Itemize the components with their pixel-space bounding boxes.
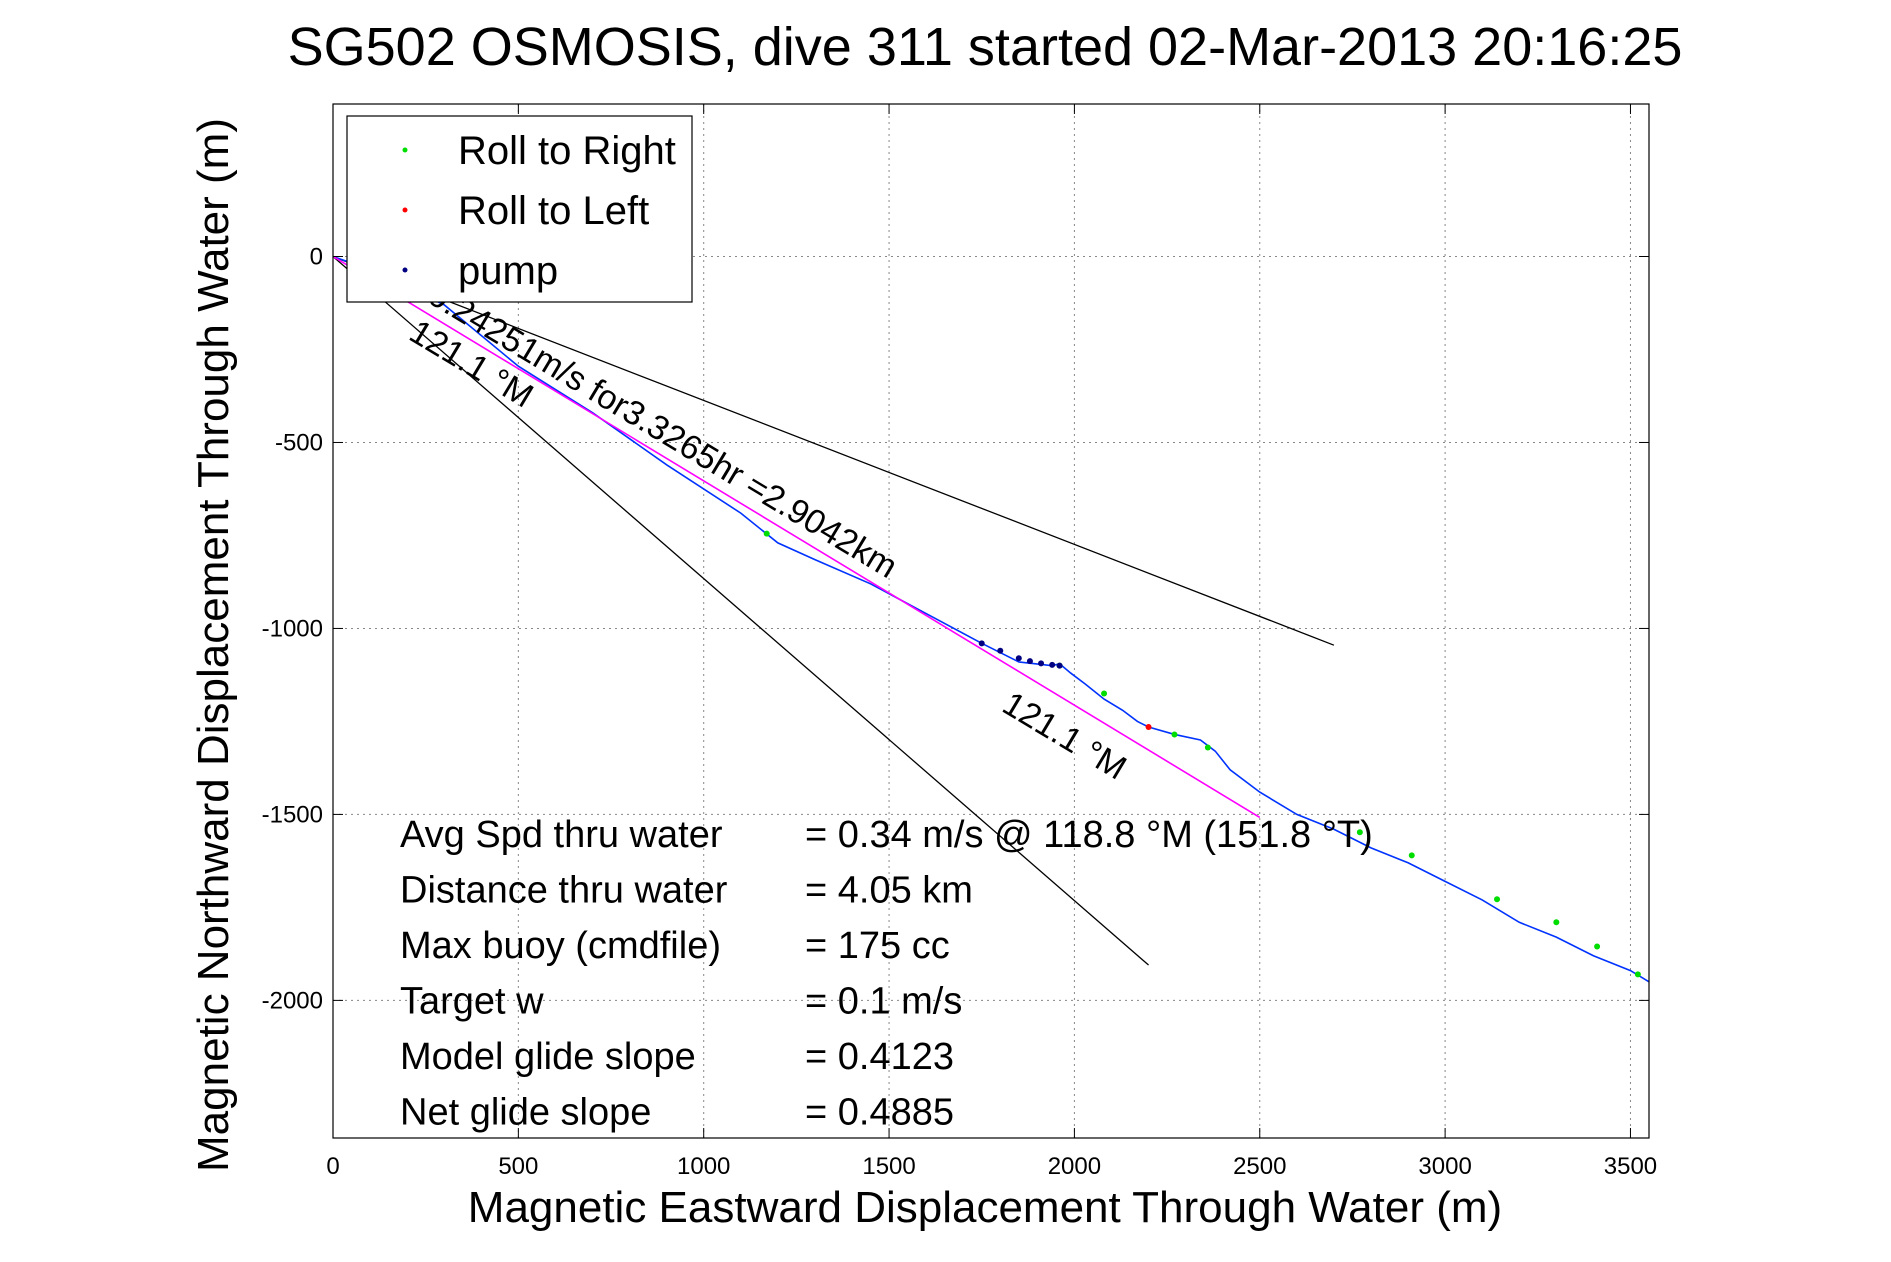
roll-left-point	[1145, 724, 1152, 731]
roll-right-point	[1494, 896, 1501, 903]
x-tick-label: 0	[326, 1153, 339, 1180]
stats-block: Avg Spd thru water = 0.34 m/s @ 118.8 °M …	[400, 814, 1373, 1134]
track-line	[332, 255, 1650, 983]
x-tick-label: 500	[498, 1153, 538, 1180]
y-tick-label: 0	[310, 243, 323, 270]
markers	[763, 530, 1641, 978]
heading-reference-line	[332, 255, 1335, 646]
roll-right-point	[1553, 919, 1560, 926]
stat-label: Avg Spd thru water	[400, 814, 723, 856]
roll-right-point	[1356, 829, 1363, 836]
legend-marker	[402, 207, 408, 213]
y-tick-label: -500	[275, 429, 323, 456]
series-lines	[332, 255, 1650, 983]
stat-label: Target w	[400, 981, 544, 1023]
pump-point	[1038, 660, 1045, 667]
stat-value: = 0.1 m/s	[805, 981, 962, 1023]
y-tick-label: -2000	[262, 987, 323, 1014]
grid	[333, 104, 1649, 1138]
legend-marker	[402, 267, 408, 273]
pump-point	[978, 640, 985, 647]
pump-point	[1026, 658, 1033, 665]
legend-label: pump	[458, 249, 558, 293]
roll-right-point	[763, 530, 770, 537]
stat-label: Net glide slope	[400, 1092, 651, 1134]
legend-label: Roll to Right	[458, 129, 676, 173]
pump-point	[1049, 661, 1056, 668]
heading-reference-line	[332, 256, 1149, 966]
pump-point	[997, 647, 1004, 654]
y-tick-label: -1000	[262, 615, 323, 642]
legend-label: Roll to Left	[458, 189, 649, 233]
stat-value: = 0.34 m/s @ 118.8 °M (151.8 °T)	[805, 814, 1373, 856]
roll-right-point	[1634, 971, 1641, 978]
stat-label: Model glide slope	[400, 1036, 696, 1078]
roll-right-point	[1101, 690, 1108, 697]
reference-lines	[332, 255, 1335, 966]
roll-right-point	[1204, 744, 1211, 751]
x-axis-label: Magnetic Eastward Displacement Through W…	[468, 1183, 1502, 1232]
stat-label: Max buoy (cmdfile)	[400, 925, 721, 967]
x-tick-label: 1500	[862, 1153, 915, 1180]
legend: Roll to Right Roll to Left pump	[346, 115, 693, 303]
legend-marker	[402, 147, 408, 153]
x-tick-label: 2500	[1233, 1153, 1286, 1180]
stat-value: = 0.4123	[805, 1036, 954, 1078]
stat-value: = 4.05 km	[805, 870, 973, 912]
stat-value: = 0.4885	[805, 1092, 954, 1134]
stat-label: Distance thru water	[400, 870, 728, 912]
y-axis-label: Magnetic Northward Displacement Through …	[189, 118, 238, 1172]
pump-point	[1015, 655, 1022, 662]
plot-frame	[332, 103, 1650, 1139]
stat-value: = 175 cc	[805, 925, 950, 967]
roll-right-point	[1171, 731, 1178, 738]
x-tick-label: 3500	[1604, 1153, 1657, 1180]
roll-right-point	[1408, 852, 1415, 859]
y-tick-label: -1500	[262, 801, 323, 828]
pump-point	[1056, 662, 1063, 669]
chart-title: SG502 OSMOSIS, dive 311 started 02-Mar-2…	[288, 17, 1683, 77]
x-tick-label: 3000	[1418, 1153, 1471, 1180]
ticks: 0 500 1000 1500 2000 2500 3000 3500 0 -500 -1000 -1…	[262, 104, 1657, 1180]
x-tick-label: 1000	[677, 1153, 730, 1180]
roll-right-point	[1594, 943, 1601, 950]
x-tick-label: 2000	[1048, 1153, 1101, 1180]
average-heading-line	[332, 255, 1261, 819]
